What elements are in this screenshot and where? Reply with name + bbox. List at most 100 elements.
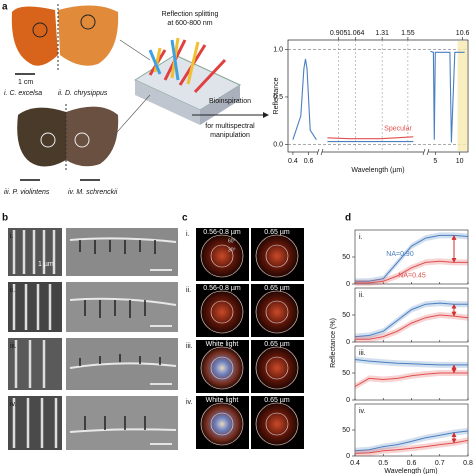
series-line <box>354 372 468 387</box>
row-label: ii. <box>186 287 191 294</box>
y-axis-label: Reflectance (%) <box>330 318 337 368</box>
subplot-label: i. <box>359 234 363 241</box>
y-tick-label: 0 <box>346 453 350 460</box>
axis-break <box>318 149 322 155</box>
series-line <box>355 314 469 340</box>
x-tick-label: 0.6 <box>407 460 417 467</box>
y-tick-label: 50 <box>342 427 350 434</box>
axis-break <box>316 148 320 156</box>
top-tick-label: 1.55 <box>401 30 415 37</box>
row-label: iv. <box>10 401 17 408</box>
error-band <box>355 356 468 368</box>
x-tick-label: 5 <box>433 158 437 165</box>
image-label: 0.56-0.8 µm <box>203 229 241 236</box>
y-tick-label: 0.5 <box>273 94 283 101</box>
specimen: iv. M. schrenckii <box>68 189 118 196</box>
scale-label: 1 µm <box>38 261 54 268</box>
annotation: manipulation <box>210 132 250 139</box>
image-label: 0.65 µm <box>264 229 290 236</box>
subplot-label: ii. <box>359 292 364 299</box>
row-label: i. <box>186 231 190 238</box>
y-tick-label: 0.0 <box>273 141 283 148</box>
series-line <box>354 430 469 452</box>
series-label: Specular <box>384 126 412 133</box>
y-tick-label: 50 <box>342 254 350 261</box>
nanostructure-device <box>109 37 269 141</box>
series-line <box>292 58 317 141</box>
annotation: at 600-800 nm <box>167 20 212 27</box>
series-line <box>355 260 468 284</box>
image-label: 0.65 µm <box>264 285 290 292</box>
series-line <box>354 439 469 454</box>
image-label: White light <box>206 397 239 404</box>
x-tick-label: 0.6 <box>304 158 314 165</box>
y-tick-label: 50 <box>342 370 350 377</box>
annotation: Bioinspiration <box>209 98 251 105</box>
top-tick-label: 0.905 <box>330 30 348 37</box>
x-tick-label: 0.5 <box>378 460 388 467</box>
axis-break <box>424 149 428 155</box>
image-label: 0.56-0.8 µm <box>203 285 241 292</box>
image-label: 0.65 µm <box>264 397 290 404</box>
subplot-label: iv. <box>359 408 366 415</box>
angle-label: 30° <box>228 247 236 253</box>
error-band <box>355 312 468 343</box>
sem-images <box>8 228 178 450</box>
panel-label: b <box>2 213 8 224</box>
row-label: iv. <box>186 399 193 406</box>
annotation: Reflection splitting <box>162 11 219 18</box>
specimen: iii. P. violintens <box>4 189 50 196</box>
y-tick-label: 0 <box>346 339 350 346</box>
angle-label: 60° <box>228 238 236 244</box>
y-tick-label: 0 <box>346 281 350 288</box>
axis-break <box>422 148 426 156</box>
axis-break <box>426 148 430 156</box>
scale-label: 1 cm <box>18 79 33 86</box>
x-tick-label: 0.7 <box>435 460 445 467</box>
butterflies <box>11 4 119 181</box>
error-band <box>355 370 468 390</box>
error-band <box>355 437 468 457</box>
x-axis-label: Wavelength (µm) <box>351 167 404 174</box>
subplot-label: iii. <box>359 350 366 357</box>
series-line <box>354 302 468 338</box>
optical-images <box>196 228 304 449</box>
row-label: iii. <box>186 343 193 350</box>
specimen: ii. D. chrysippus <box>58 90 108 97</box>
series-line <box>430 50 465 143</box>
annotation: for multispectral <box>205 123 255 130</box>
x-axis-label: Wavelength (µm) <box>384 468 437 474</box>
top-tick-label: 1.31 <box>375 30 389 37</box>
x-tick-label: 10 <box>456 158 464 165</box>
y-tick-label: 0 <box>346 397 350 404</box>
y-tick-label: 1.0 <box>273 46 283 53</box>
row-label: iii. <box>10 343 17 350</box>
x-tick-label: 0.4 <box>288 158 298 165</box>
top-tick-label: 1.064 <box>347 30 365 37</box>
series-line <box>355 234 469 282</box>
axis-break <box>320 148 324 156</box>
row-label: ii. <box>10 287 15 294</box>
panel-label: a <box>2 2 8 13</box>
image-label: White light <box>206 341 239 348</box>
series-line <box>354 359 468 366</box>
series-line <box>327 136 414 140</box>
series-label: NA=0.45 <box>398 273 426 280</box>
error-band <box>355 258 468 286</box>
panel-label: c <box>182 213 188 224</box>
specimen: i. C. excelsa <box>4 90 42 97</box>
chart-a-frame <box>287 39 469 153</box>
row-label: i. <box>10 233 14 240</box>
y-axis-label: Reflectance <box>273 77 280 114</box>
top-tick-label: 10.6 <box>456 30 470 37</box>
y-tick-label: 50 <box>342 312 350 319</box>
series-label: NA=0.90 <box>386 251 414 258</box>
error-band <box>355 232 468 285</box>
panel-label: d <box>345 213 351 224</box>
x-tick-label: 0.4 <box>350 460 360 467</box>
x-tick-label: 0.8 <box>463 460 473 467</box>
image-label: 0.65 µm <box>264 341 290 348</box>
error-band <box>355 300 468 340</box>
band <box>457 41 468 151</box>
